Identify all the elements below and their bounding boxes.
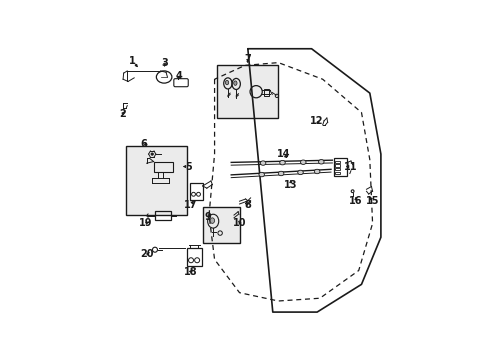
- Text: 8: 8: [244, 201, 251, 210]
- Ellipse shape: [151, 153, 153, 155]
- Bar: [264, 89, 269, 96]
- Text: 4: 4: [175, 72, 182, 81]
- Text: 16: 16: [348, 196, 362, 206]
- Bar: [333, 158, 346, 176]
- Ellipse shape: [314, 169, 319, 174]
- Text: 6: 6: [140, 139, 147, 149]
- Bar: [334, 164, 340, 167]
- Text: 7: 7: [244, 54, 251, 64]
- Text: 1: 1: [129, 56, 136, 66]
- Bar: [125, 146, 186, 215]
- Text: 3: 3: [161, 58, 168, 68]
- Bar: [203, 207, 239, 243]
- Text: 18: 18: [183, 267, 197, 277]
- Ellipse shape: [318, 159, 324, 164]
- Bar: [186, 248, 202, 266]
- Bar: [334, 161, 340, 163]
- Text: 15: 15: [365, 196, 379, 206]
- Bar: [217, 66, 278, 118]
- Text: 14: 14: [276, 149, 289, 159]
- Text: 17: 17: [184, 199, 197, 210]
- Bar: [190, 183, 202, 200]
- Ellipse shape: [210, 218, 214, 223]
- Bar: [153, 162, 173, 172]
- Text: 9: 9: [204, 212, 211, 222]
- Ellipse shape: [300, 160, 305, 165]
- Bar: [334, 172, 340, 174]
- Ellipse shape: [259, 172, 264, 177]
- Text: 20: 20: [141, 249, 154, 260]
- Ellipse shape: [297, 170, 303, 175]
- Ellipse shape: [260, 161, 265, 165]
- Text: 2: 2: [119, 109, 126, 119]
- Ellipse shape: [278, 171, 284, 176]
- Bar: [155, 211, 171, 220]
- Bar: [334, 168, 340, 170]
- Ellipse shape: [233, 81, 237, 85]
- Text: 12: 12: [310, 116, 323, 126]
- Text: 19: 19: [139, 219, 152, 228]
- Text: 5: 5: [184, 162, 191, 172]
- Text: 13: 13: [284, 180, 297, 190]
- Ellipse shape: [279, 161, 285, 165]
- Text: 10: 10: [233, 219, 246, 228]
- Ellipse shape: [225, 80, 228, 85]
- Text: 11: 11: [344, 162, 357, 172]
